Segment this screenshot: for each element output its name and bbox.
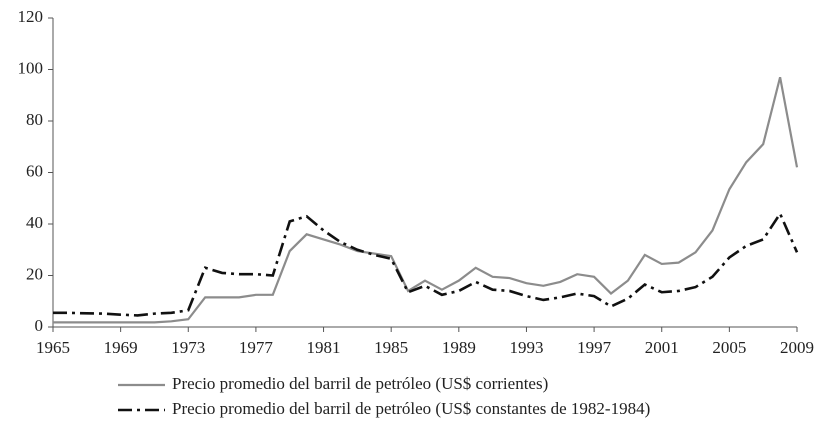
- x-tick-label: 1993: [509, 338, 543, 357]
- series-line: [53, 76, 799, 324]
- x-tick-label: 2009: [780, 338, 814, 357]
- x-tick-label: 1985: [374, 338, 408, 357]
- x-tick-label: 1969: [104, 338, 138, 357]
- x-tick-label: 2005: [712, 338, 746, 357]
- x-tick-label: 1965: [36, 338, 70, 357]
- legend-label: Precio promedio del barril de petróleo (…: [172, 399, 650, 418]
- x-tick-label: 1977: [239, 338, 274, 357]
- y-tick-label: 100: [18, 58, 44, 77]
- y-tick-label: 80: [26, 110, 43, 129]
- y-tick-label: 120: [18, 7, 44, 26]
- x-tick-label: 1989: [442, 338, 476, 357]
- y-tick-label: 60: [26, 161, 43, 180]
- series-line: [53, 210, 799, 317]
- x-tick-label: 1981: [307, 338, 341, 357]
- x-tick-label: 2001: [645, 338, 679, 357]
- x-tick-label: 1997: [577, 338, 612, 357]
- y-tick-label: 20: [26, 264, 43, 283]
- legend-label: Precio promedio del barril de petróleo (…: [172, 374, 548, 393]
- x-tick-label: 1973: [171, 338, 205, 357]
- y-tick-label: 0: [35, 316, 44, 335]
- y-tick-label: 40: [26, 213, 43, 232]
